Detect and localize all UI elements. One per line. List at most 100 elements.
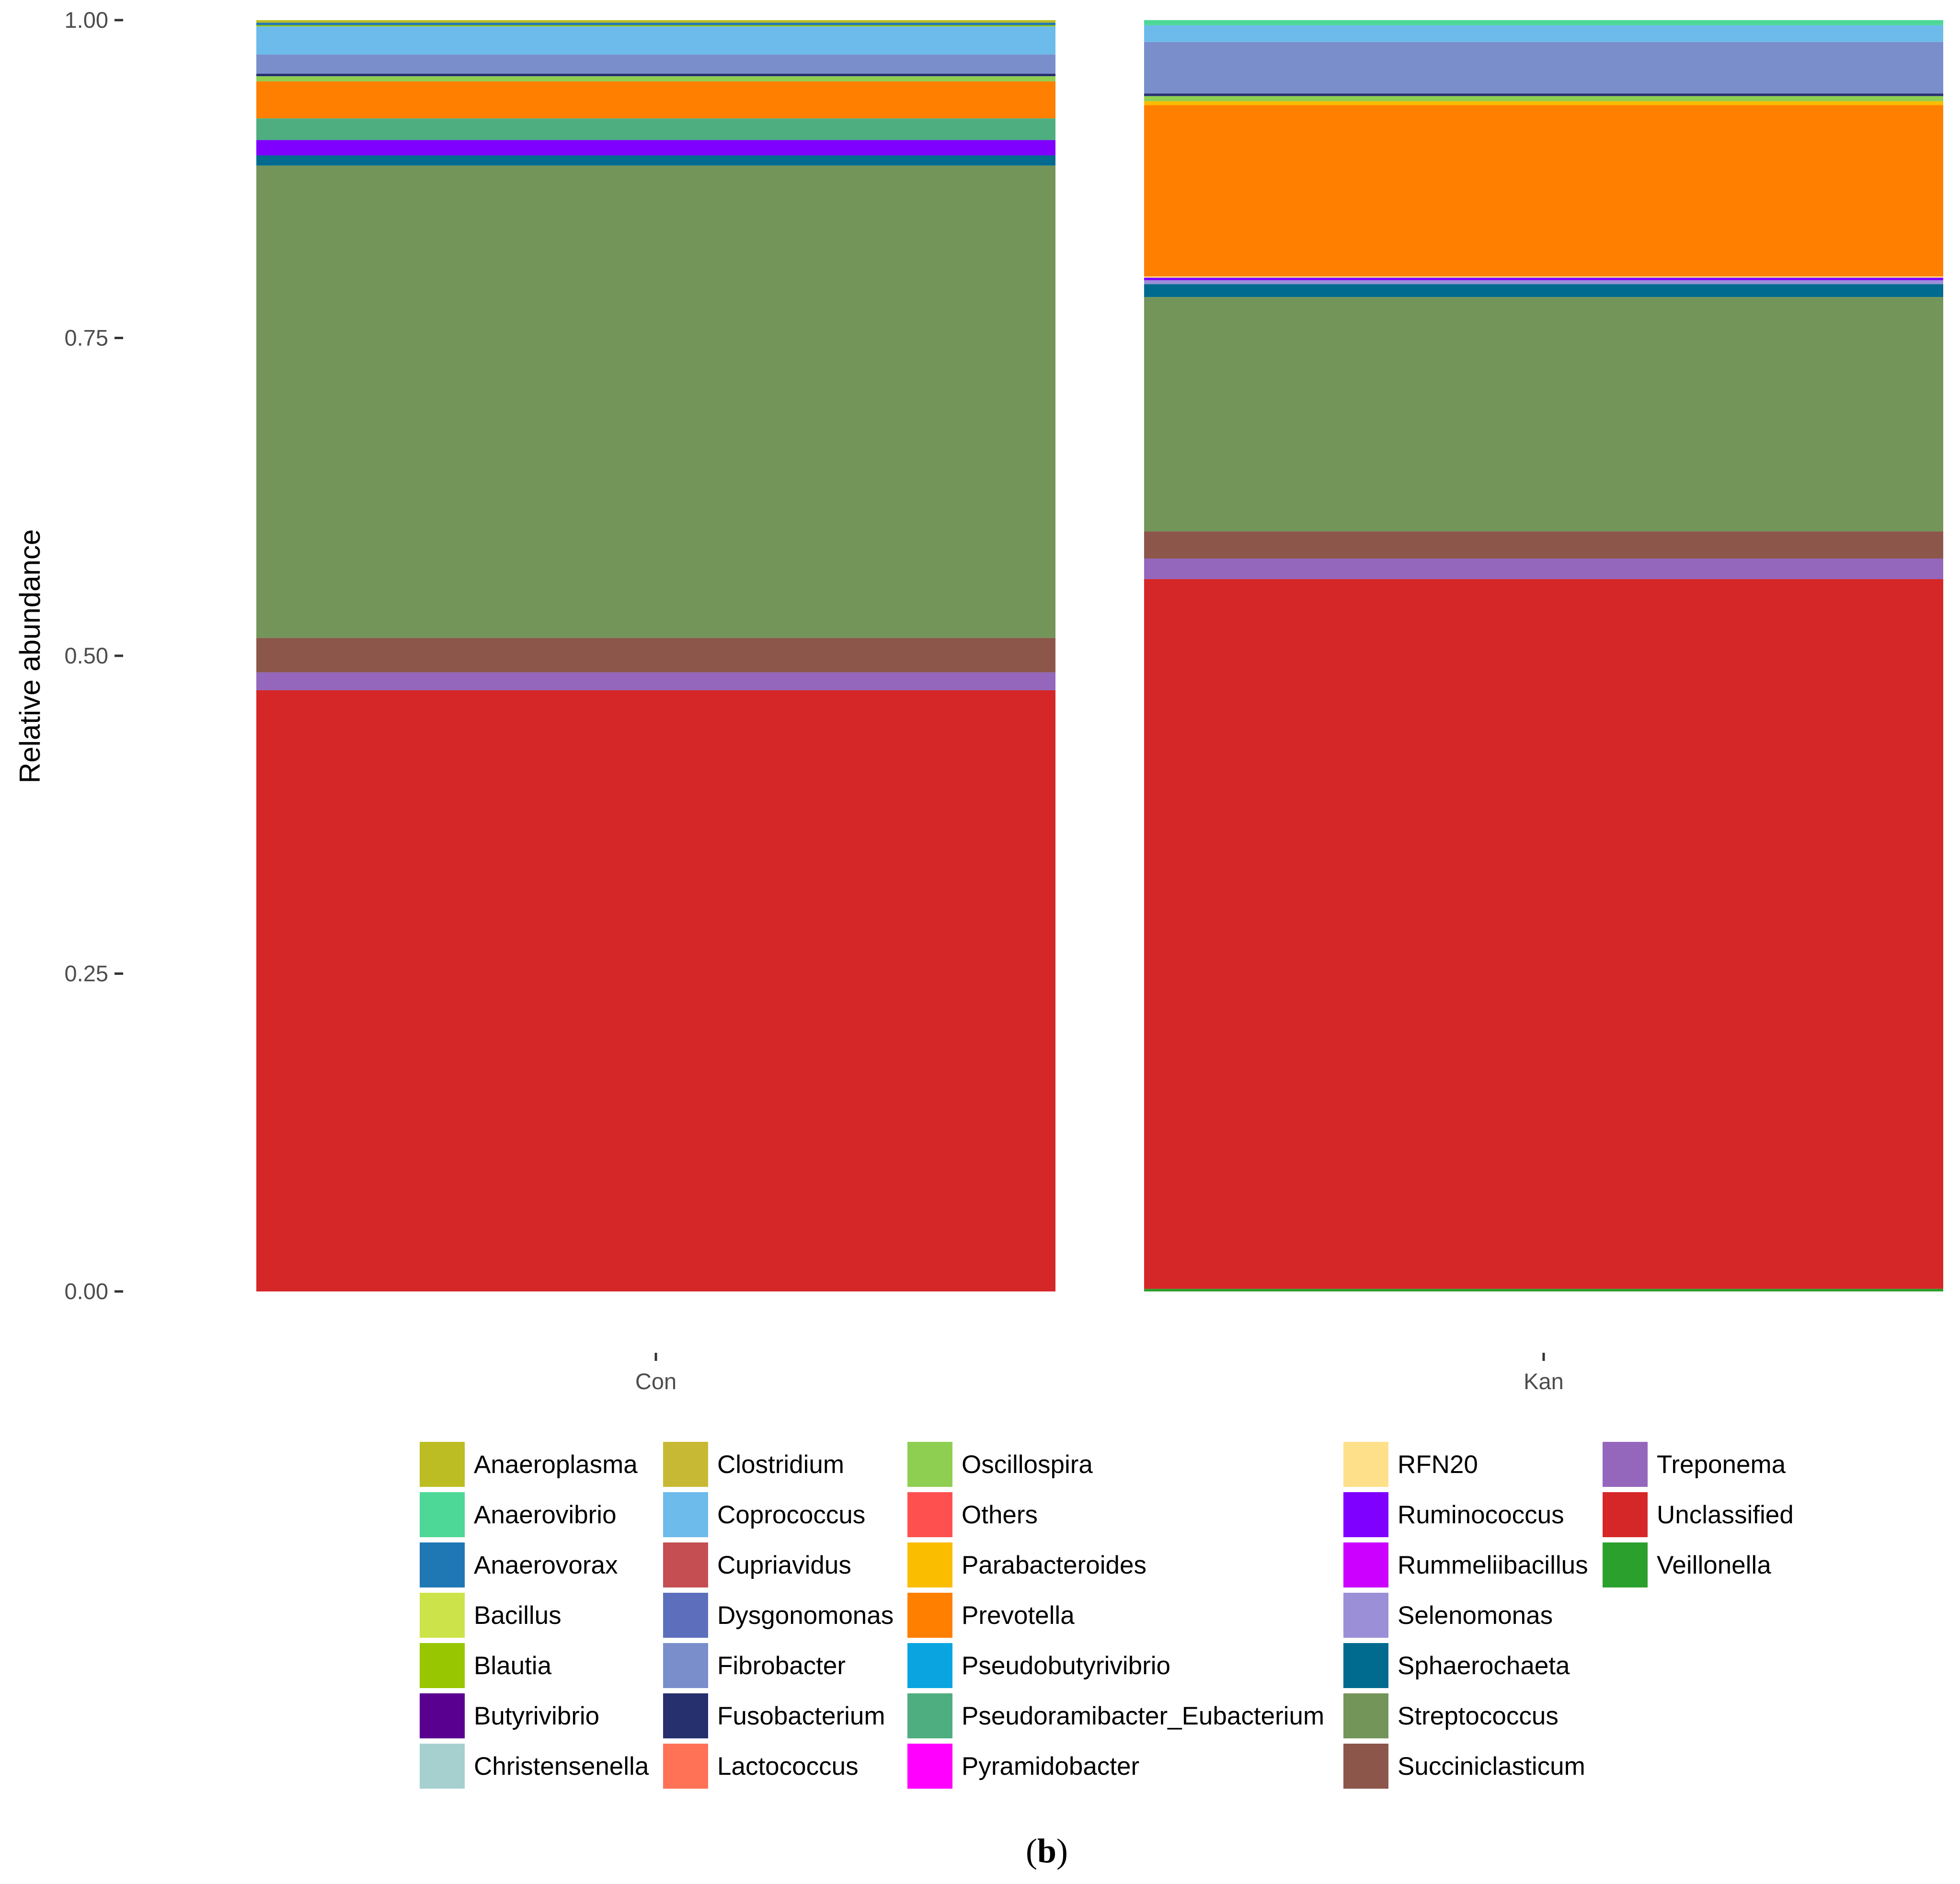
legend-item-anaerovibrio: Anaerovibrio	[418, 1490, 617, 1539]
legend-swatch	[1601, 1440, 1650, 1489]
bar-con	[256, 20, 1055, 1291]
legend-swatch	[1341, 1591, 1390, 1640]
legend-swatch	[661, 1440, 710, 1489]
legend-swatch	[1341, 1541, 1390, 1589]
legend: Anaeroplasma Anaerovibrio Anaerovorax Bacil…	[418, 1440, 1794, 1791]
legend-swatch	[1341, 1641, 1390, 1690]
segment-con-treponema	[256, 672, 1055, 690]
segment-kan-fibrobacter	[1144, 42, 1943, 94]
legend-swatch	[661, 1742, 710, 1791]
legend-swatch	[418, 1591, 467, 1640]
segment-con-unclassified	[256, 690, 1055, 1291]
legend-item-fusobacterium: Fusobacterium	[661, 1691, 885, 1740]
y-tick-label: 0.25	[65, 961, 108, 986]
legend-label: Bacillus	[474, 1601, 562, 1630]
segment-con-sphaerochaeta	[256, 155, 1055, 166]
segment-con-prevotella	[256, 81, 1055, 119]
legend-label: Blautia	[474, 1652, 552, 1680]
segment-con-streptococcus	[256, 165, 1055, 638]
legend-label: Rummeliibacillus	[1398, 1551, 1588, 1579]
legend-label: Lactococcus	[717, 1752, 859, 1781]
segment-kan-prevotella	[1144, 105, 1943, 277]
legend-item-oscillospira: Oscillospira	[905, 1440, 1093, 1489]
legend-item-anaeroplasma: Anaeroplasma	[418, 1440, 638, 1489]
bar-kan	[1144, 20, 1943, 1291]
legend-item-pseudoramibacter-eubacterium: Pseudoramibacter_Eubacterium	[905, 1691, 1324, 1740]
legend-item-selenomonas: Selenomonas	[1341, 1591, 1553, 1640]
segment-con-anaerovorax	[256, 23, 1055, 25]
segment-kan-coprococcus	[1144, 25, 1943, 42]
legend-label: Ruminococcus	[1398, 1501, 1564, 1529]
legend-label: Pseudobutyrivibrio	[962, 1652, 1170, 1680]
y-tick-label: 0.00	[65, 1279, 108, 1304]
legend-label: Treponema	[1657, 1450, 1786, 1479]
legend-swatch	[905, 1541, 954, 1589]
figure-label-letter: b	[1037, 1832, 1056, 1870]
legend-item-bacillus: Bacillus	[418, 1591, 562, 1640]
segment-con-succiniclasticum	[256, 638, 1055, 673]
y-tick-label: 1.00	[65, 7, 108, 33]
segment-con-fusobacterium	[256, 73, 1055, 77]
legend-item-christensenella: Christensenella	[418, 1742, 649, 1791]
y-tick-label: 0.50	[65, 643, 108, 668]
segment-kan-ruminococcus	[1144, 277, 1943, 281]
legend-item-pseudobutyrivibrio: Pseudobutyrivibrio	[905, 1641, 1170, 1690]
legend-swatch	[661, 1691, 710, 1740]
legend-label: Anaerovorax	[474, 1551, 618, 1579]
legend-item-dysgonomonas: Dysgonomonas	[661, 1591, 894, 1640]
x-tick-label-con: Con	[635, 1369, 676, 1394]
segment-kan-fusobacterium	[1144, 93, 1943, 96]
segment-con-oscillospira	[256, 76, 1055, 81]
legend-item-parabacteroides: Parabacteroides	[905, 1541, 1146, 1589]
legend-item-blautia: Blautia	[418, 1641, 552, 1690]
legend-swatch	[1341, 1691, 1390, 1740]
segment-kan-rfn20	[1144, 276, 1943, 278]
legend-swatch	[661, 1591, 710, 1640]
legend-label: Unclassified	[1657, 1501, 1794, 1529]
legend-label: Fusobacterium	[717, 1702, 885, 1730]
legend-swatch	[905, 1490, 954, 1539]
legend-swatch	[418, 1641, 467, 1690]
segment-con-ruminococcus	[256, 140, 1055, 156]
legend-swatch	[661, 1490, 710, 1539]
legend-swatch	[1341, 1742, 1390, 1791]
legend-label: Dysgonomonas	[717, 1601, 894, 1630]
legend-item-treponema: Treponema	[1601, 1440, 1786, 1489]
legend-item-streptococcus: Streptococcus	[1341, 1691, 1559, 1740]
legend-label: Oscillospira	[962, 1450, 1093, 1479]
legend-item-pyramidobacter: Pyramidobacter	[905, 1742, 1139, 1791]
segment-kan-treponema	[1144, 558, 1943, 580]
legend-swatch	[661, 1641, 710, 1690]
legend-label: Streptococcus	[1398, 1702, 1559, 1730]
legend-label: Pyramidobacter	[962, 1752, 1139, 1781]
legend-swatch	[905, 1691, 954, 1740]
legend-item-rummeliibacillus: Rummeliibacillus	[1341, 1541, 1588, 1589]
segment-kan-anaerovibrio	[1144, 20, 1943, 25]
legend-item-anaerovorax: Anaerovorax	[418, 1541, 618, 1589]
legend-swatch	[1601, 1541, 1650, 1589]
legend-item-clostridium: Clostridium	[661, 1440, 844, 1489]
legend-item-fibrobacter: Fibrobacter	[661, 1641, 846, 1690]
legend-swatch	[905, 1742, 954, 1791]
legend-swatch	[905, 1591, 954, 1640]
segment-kan-veillonella	[1144, 1289, 1943, 1291]
legend-label: Parabacteroides	[962, 1551, 1146, 1579]
legend-label: Butyrivibrio	[474, 1702, 599, 1730]
legend-label: Fibrobacter	[717, 1652, 846, 1680]
legend-swatch	[418, 1541, 467, 1589]
legend-item-butyrivibrio: Butyrivibrio	[418, 1691, 599, 1740]
legend-label: Cupriavidus	[717, 1551, 851, 1579]
legend-swatch	[418, 1490, 467, 1539]
segment-con-pseudoramibacter-eubacterium	[256, 118, 1055, 140]
legend-item-veillonella: Veillonella	[1601, 1541, 1771, 1589]
legend-label: Sphaerochaeta	[1398, 1652, 1570, 1680]
legend-swatch	[1341, 1440, 1390, 1489]
legend-label: Veillonella	[1657, 1551, 1771, 1579]
y-axis: 0.00 0.25 0.50 0.75 1.00	[65, 7, 123, 1304]
legend-swatch	[1601, 1490, 1650, 1539]
legend-label: Anaerovibrio	[474, 1501, 617, 1529]
legend-item-prevotella: Prevotella	[905, 1591, 1075, 1640]
segment-kan-selenomonas	[1144, 280, 1943, 285]
